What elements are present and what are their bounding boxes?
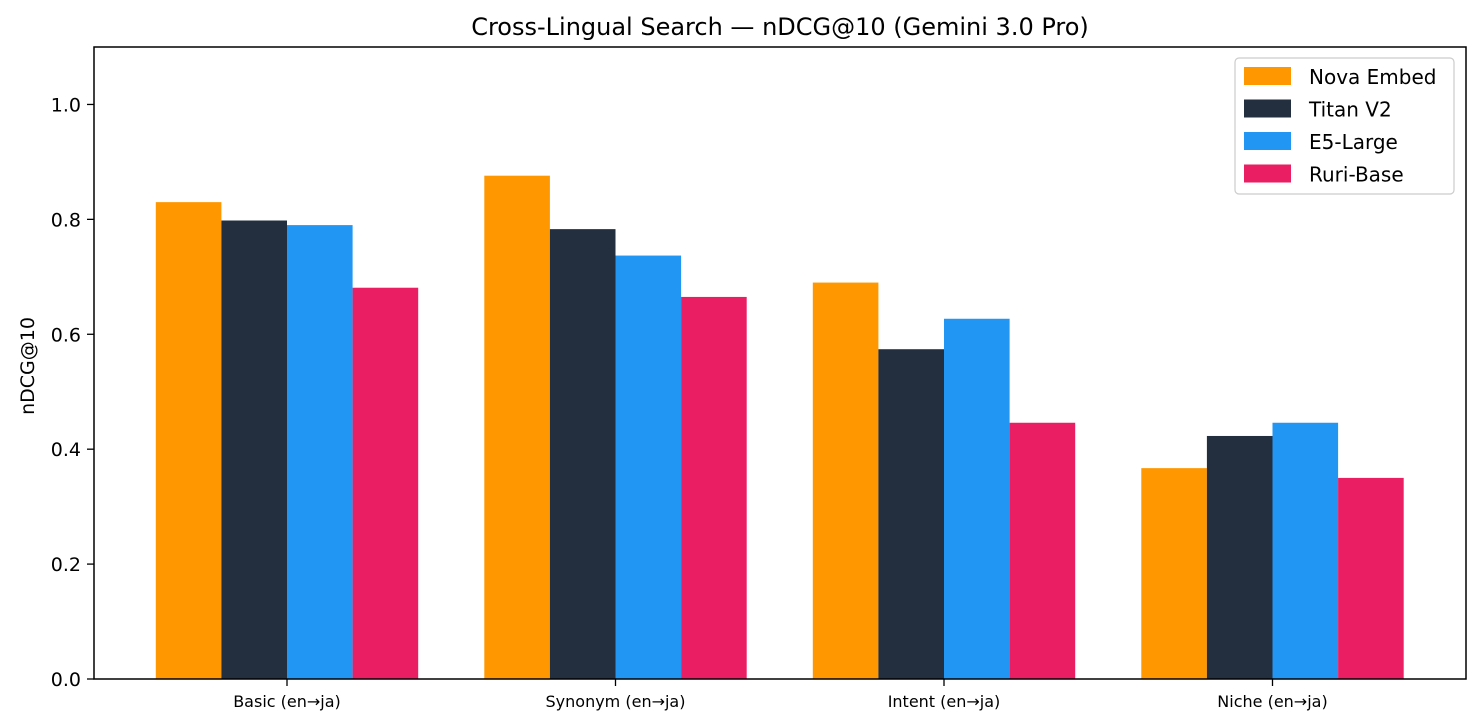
x-tick-label: Synonym (en→ja) <box>546 692 686 711</box>
x-axis: Basic (en→ja) Synonym (en→ja) Intent (en→j… <box>233 679 1328 711</box>
legend-swatch <box>1244 99 1291 118</box>
bar-ruri-base-1 <box>681 296 747 679</box>
bar-e5-large-0 <box>287 225 353 680</box>
bar-titan-v2-1 <box>549 229 616 679</box>
bar-titan-v2-0 <box>221 220 287 679</box>
x-tick-label: Niche (en→ja) <box>1217 692 1327 711</box>
bar-titan-v2-3 <box>1206 435 1273 679</box>
y-axis-label: nDCG@10 <box>17 317 39 415</box>
legend-swatch <box>1244 67 1291 85</box>
y-tick-label: 0.8 <box>51 209 81 231</box>
legend-label: Ruri-Base <box>1309 163 1404 187</box>
bar-nova-embed-3 <box>1141 468 1207 679</box>
bar-nova-embed-2 <box>812 282 879 679</box>
legend: Nova Embed Titan V2 E5-Large Ruri-Base <box>1234 57 1455 195</box>
legend-swatch <box>1244 164 1291 183</box>
chart-title: Cross-Lingual Search — nDCG@10 (Gemini 3… <box>471 13 1089 41</box>
bar-titan-v2-2 <box>878 349 944 679</box>
legend-swatch <box>1244 132 1291 150</box>
x-tick-label: Intent (en→ja) <box>888 692 1001 711</box>
bars-layer <box>155 175 1404 680</box>
bar-ruri-base-2 <box>1009 422 1076 679</box>
bar-ruri-base-0 <box>352 287 419 679</box>
bar-nova-embed-1 <box>484 175 550 679</box>
y-tick-label: 0.4 <box>51 439 81 461</box>
legend-box <box>1234 57 1455 195</box>
y-axis: 0.0 0.2 0.4 0.6 0.8 1.0 <box>51 94 94 691</box>
plot-frame <box>93 46 1467 680</box>
x-tick-label: Basic (en→ja) <box>233 692 341 711</box>
bar-e5-large-2 <box>944 318 1010 679</box>
legend-label: Titan V2 <box>1308 98 1392 122</box>
legend-items: Nova Embed Titan V2 E5-Large Ruri-Base <box>1244 65 1436 187</box>
bar-nova-embed-0 <box>155 202 222 679</box>
y-tick-label: 1.0 <box>51 94 81 116</box>
legend-label: E5-Large <box>1309 130 1398 154</box>
bar-ruri-base-3 <box>1338 477 1404 679</box>
y-tick-label: 0.0 <box>51 669 81 691</box>
bar-e5-large-1 <box>615 255 682 679</box>
legend-label: Nova Embed <box>1309 65 1436 89</box>
bar-e5-large-3 <box>1272 422 1339 679</box>
y-tick-label: 0.6 <box>51 324 81 346</box>
y-tick-label: 0.2 <box>51 554 81 576</box>
